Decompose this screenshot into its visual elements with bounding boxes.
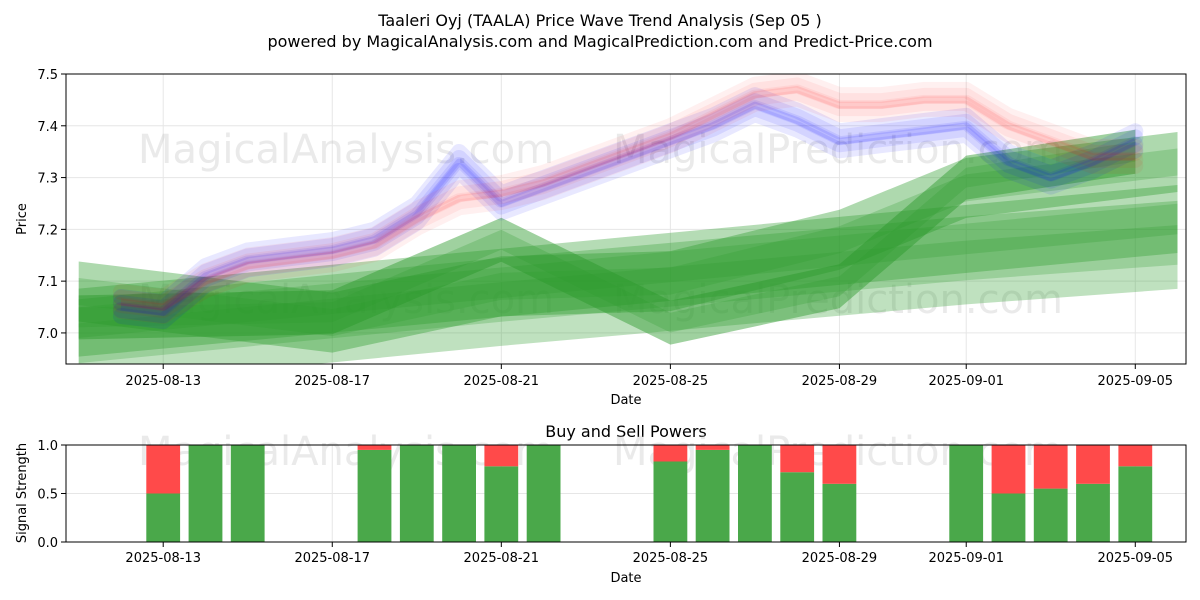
- buy-bar: [653, 461, 688, 542]
- sell-bar: [1076, 445, 1110, 484]
- trend-band-1: [78, 185, 1178, 357]
- buy-bar: [526, 445, 561, 542]
- blue-price-wave-layer: [112, 100, 1144, 324]
- blue-price-wave-layer: [112, 106, 1144, 330]
- signal-y-tick-label: 1.0: [37, 439, 58, 454]
- price-watermark-analysis: MagicalAnalysis.com: [138, 127, 554, 173]
- price-watermarks: MagicalAnalysis.com MagicalPrediction.com…: [138, 127, 1063, 323]
- red-price-wave-layer: [112, 77, 1144, 311]
- blue-price-wave-layer: [112, 87, 1144, 311]
- signal-x-tick-label: 2025-08-21: [464, 551, 540, 566]
- buy-bar: [1076, 483, 1110, 542]
- signal-x-tick-label: 2025-08-13: [125, 551, 201, 566]
- price-y-tick-label: 7.2: [37, 223, 58, 238]
- buy-bar: [357, 449, 392, 542]
- sell-bar: [1118, 445, 1153, 467]
- buy-bar: [188, 445, 223, 542]
- price-axes: MagicalAnalysis.com MagicalPrediction.com…: [15, 68, 1187, 408]
- signal-y-tick-label: 0.0: [37, 536, 58, 551]
- sell-bar: [991, 445, 1026, 494]
- buy-bar: [442, 445, 476, 542]
- price-x-tick-label: 2025-09-01: [928, 374, 1004, 389]
- price-x-tick-label: 2025-09-05: [1098, 374, 1174, 389]
- signal-x-axis-label: Date: [610, 571, 641, 586]
- signal-x-tick-label: 2025-08-25: [633, 551, 709, 566]
- price-y-tick-label: 7.5: [37, 68, 58, 83]
- trend-band-core-3: [78, 148, 1178, 337]
- price-y-tick-label: 7.3: [37, 172, 58, 187]
- buy-bar: [399, 445, 434, 542]
- signal-y-axis-label: Signal Strength: [15, 443, 30, 543]
- red-price-wave-layer: [112, 90, 1144, 324]
- buy-bar: [484, 466, 519, 542]
- price-watermark-prediction: MagicalPrediction.com: [613, 277, 1063, 323]
- blue-price-wave-layer: [112, 93, 1144, 317]
- price-plot-frame: [65, 73, 1187, 365]
- price-x-ticks: 2025-08-13 2025-08-17 2025-08-21 2025-08-25…: [125, 364, 1173, 389]
- signal-x-tick-label: 2025-09-05: [1098, 551, 1174, 566]
- price-x-tick-label: 2025-08-25: [633, 374, 709, 389]
- price-x-axis-label: Date: [610, 393, 641, 408]
- price-bands: [78, 74, 1178, 364]
- buy-bar: [1033, 488, 1068, 542]
- price-x-tick-label: 2025-08-17: [294, 374, 370, 389]
- price-y-tick-label: 7.0: [37, 327, 58, 342]
- price-y-ticks: 7.0 7.1 7.2 7.3 7.4 7.5: [37, 68, 66, 342]
- buy-bar: [991, 493, 1026, 542]
- trend-band-core-1: [78, 203, 1178, 338]
- buy-bar: [949, 445, 984, 542]
- signal-axes: Buy and Sell Powers MagicalAnalysis.comM…: [15, 422, 1187, 586]
- signal-x-tick-label: 2025-09-01: [928, 551, 1004, 566]
- sell-bar: [146, 445, 181, 494]
- buy-bar: [146, 493, 181, 542]
- trend-band-4: [78, 129, 1136, 345]
- sell-bar: [695, 445, 730, 450]
- sell-bar: [653, 445, 688, 462]
- blue-price-wave-core: [120, 101, 1137, 316]
- trend-band-core-4: [78, 141, 1136, 333]
- price-x-tick-label: 2025-08-13: [125, 374, 201, 389]
- signal-x-ticks: 2025-08-13 2025-08-17 2025-08-21 2025-08-25…: [125, 542, 1173, 566]
- sell-bar: [780, 445, 815, 473]
- price-x-tick-label: 2025-08-29: [802, 374, 878, 389]
- trend-band-3: [78, 132, 1178, 353]
- trend-band-core-2: [78, 225, 1178, 364]
- signal-bars: [146, 445, 1153, 542]
- signal-chart-title: Buy and Sell Powers: [545, 422, 707, 441]
- buy-bar: [230, 445, 265, 542]
- price-watermark-analysis: MagicalAnalysis.com: [138, 277, 554, 323]
- price-x-tick-label: 2025-08-21: [464, 374, 540, 389]
- chart-title: Taaleri Oyj (TAALA) Price Wave Trend Ana…: [377, 11, 822, 30]
- buy-bar: [780, 472, 815, 542]
- signal-y-tick-label: 0.5: [37, 488, 58, 503]
- signal-y-ticks: 0.0 0.5 1.0: [37, 439, 66, 551]
- chart-subtitle: powered by MagicalAnalysis.com and Magic…: [267, 32, 932, 51]
- price-y-axis-label: Price: [15, 203, 30, 235]
- buy-bar: [738, 445, 772, 542]
- signal-x-tick-label: 2025-08-29: [802, 551, 878, 566]
- buy-bar: [1118, 466, 1153, 542]
- signal-x-tick-label: 2025-08-17: [294, 551, 370, 566]
- buy-bar: [695, 449, 730, 542]
- red-price-wave-layer: [112, 84, 1144, 318]
- sell-bar: [822, 445, 857, 484]
- sell-bar: [1033, 445, 1068, 489]
- price-y-tick-label: 7.4: [37, 120, 58, 135]
- buy-bar: [822, 483, 857, 542]
- red-price-wave-core: [120, 86, 1136, 311]
- price-watermark-prediction: MagicalPrediction.com: [613, 127, 1063, 173]
- sell-bar: [357, 445, 392, 450]
- sell-bar: [484, 445, 519, 467]
- price-y-tick-label: 7.1: [37, 275, 58, 290]
- trend-band-2: [78, 200, 1178, 364]
- red-price-wave-layer: [112, 74, 1144, 305]
